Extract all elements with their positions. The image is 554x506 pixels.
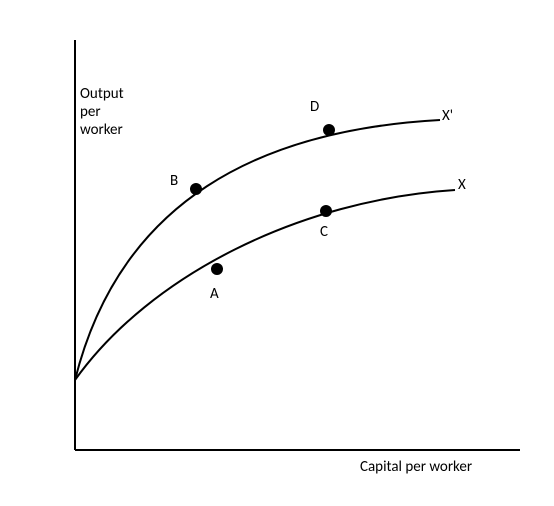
point-d bbox=[323, 124, 335, 136]
point-label-c: C bbox=[320, 223, 328, 241]
chart-svg bbox=[0, 0, 554, 506]
point-label-b: B bbox=[170, 172, 178, 190]
curve-label-x: X bbox=[458, 176, 466, 194]
y-axis-label: Output per worker bbox=[80, 85, 124, 139]
production-function-chart: Output per worker Capital per worker X' … bbox=[0, 0, 554, 506]
curve-lower-x bbox=[75, 190, 455, 380]
point-b bbox=[190, 183, 202, 195]
curve-upper-x-prime bbox=[75, 120, 440, 380]
point-label-a: A bbox=[210, 285, 219, 303]
point-label-d: D bbox=[310, 98, 319, 116]
curve-label-x-prime: X' bbox=[442, 107, 453, 125]
point-c bbox=[320, 205, 332, 217]
x-axis-label: Capital per worker bbox=[360, 458, 472, 476]
point-a bbox=[211, 263, 223, 275]
